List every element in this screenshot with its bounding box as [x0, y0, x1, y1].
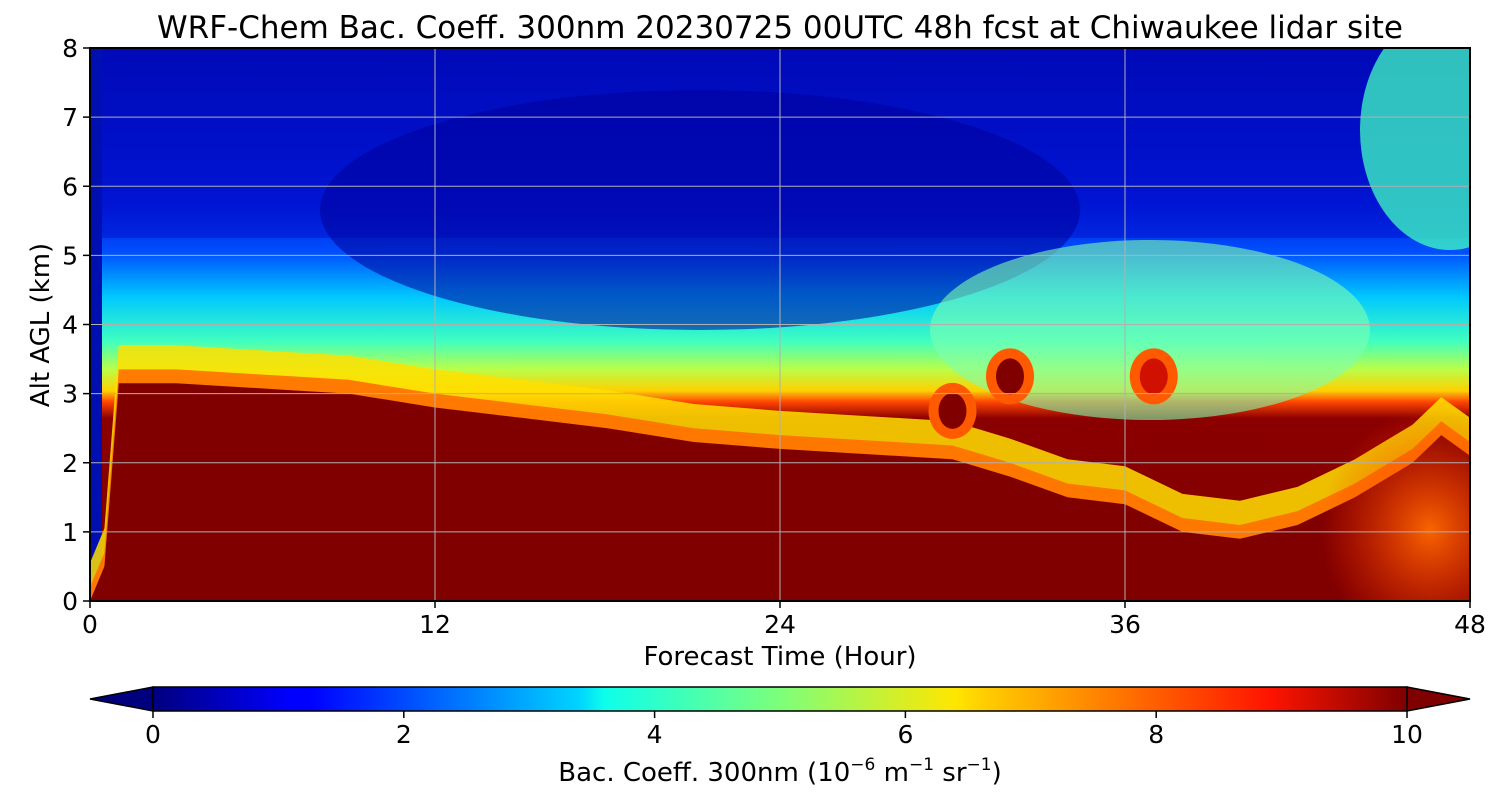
colorbar: 0 2 4 6 8 10 Bac. Coeff. 300nm (10−6 m−1 sr−1… — [89, 686, 1471, 788]
y-ticks: 0 1 2 3 4 5 6 7 8 — [62, 34, 90, 616]
colorbar-tick-label: 4 — [647, 720, 663, 749]
hotspot — [1139, 358, 1168, 395]
y-tick-label: 5 — [62, 241, 78, 270]
x-tick-label: 0 — [82, 610, 98, 639]
colorbar-label-mid: m — [875, 758, 909, 788]
colorbar-label: Bac. Coeff. 300nm (10−6 m−1 sr−1) — [558, 755, 1001, 788]
x-ticks: 0 12 24 36 48 — [82, 601, 1486, 639]
x-tick-label: 24 — [764, 610, 796, 639]
y-tick-label: 0 — [62, 587, 78, 616]
plot-area — [90, 48, 1470, 601]
colorbar-min-extend — [89, 686, 154, 712]
right-orange-glow — [1320, 410, 1470, 601]
colorbar-tick-label: 10 — [1391, 720, 1423, 749]
colorbar-tick-label: 8 — [1148, 720, 1164, 749]
hotspots — [928, 348, 1178, 439]
x-tick-label: 48 — [1454, 610, 1486, 639]
x-axis-label: Forecast Time (Hour) — [643, 642, 916, 672]
y-tick-label: 2 — [62, 449, 78, 478]
y-tick-label: 7 — [62, 103, 78, 132]
colorbar-ticks: 0 2 4 6 8 10 — [145, 711, 1423, 749]
colorbar-tick-label: 2 — [396, 720, 412, 749]
hotspot — [996, 358, 1024, 395]
colorbar-tick-label: 6 — [897, 720, 913, 749]
y-tick-label: 3 — [62, 380, 78, 409]
colorbar-tick-label: 0 — [145, 720, 161, 749]
hotspot — [938, 392, 967, 429]
x-tick-label: 36 — [1109, 610, 1141, 639]
grid — [90, 48, 1470, 601]
colorbar-label-end: ) — [992, 758, 1002, 788]
chart-title: WRF-Chem Bac. Coeff. 300nm 20230725 00UT… — [157, 10, 1403, 46]
colorbar-label-main: Bac. Coeff. 300nm (10 — [558, 758, 850, 788]
colorbar-max-extend — [1406, 686, 1471, 712]
y-tick-label: 1 — [62, 518, 78, 547]
colorbar-exp-2: −1 — [909, 755, 934, 775]
upper-dark-blob — [320, 90, 1080, 330]
colorbar-bar — [152, 686, 1408, 712]
colorbar-label-mid2: sr — [934, 758, 967, 788]
colorbar-exp-3: −1 — [967, 755, 992, 775]
mid-cyan-right — [930, 240, 1370, 420]
colorbar-exp-1: −6 — [850, 755, 875, 775]
upper-right-cyan — [1360, 48, 1470, 250]
y-tick-label: 4 — [62, 311, 78, 340]
y-tick-label: 8 — [62, 34, 78, 63]
x-tick-label: 12 — [419, 610, 451, 639]
y-axis-label: Alt AGL (km) — [26, 243, 56, 407]
y-tick-label: 6 — [62, 172, 78, 201]
